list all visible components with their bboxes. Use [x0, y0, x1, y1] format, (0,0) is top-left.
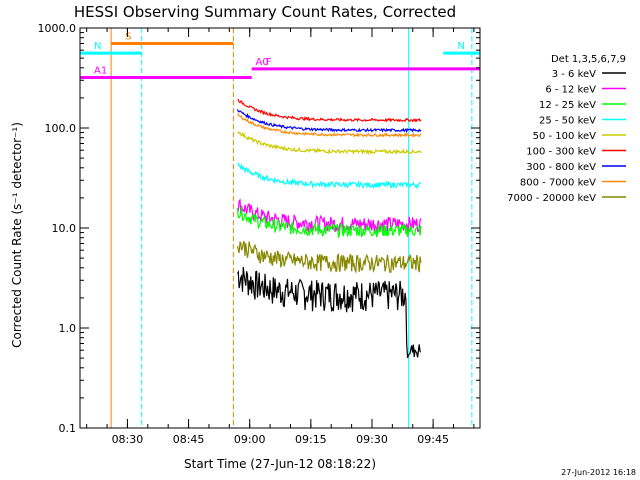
legend-label-2: 12 - 25 keV: [539, 100, 596, 111]
flag-bars: S N N FA0 A1: [80, 31, 480, 79]
series-line-4: [237, 130, 422, 156]
flag-label-2: N: [457, 41, 464, 52]
series-line-7: [237, 113, 422, 138]
y-axis-label: Corrected Count Rate (s⁻¹ detector⁻¹): [10, 122, 24, 348]
legend-label-3: 25 - 50 keV: [539, 116, 596, 127]
legend: 3 - 6 keV 6 - 12 keV 12 - 25 keV 25 - 50 ke…: [507, 69, 626, 204]
x-tick-label-1: 08:45: [173, 433, 205, 446]
flag-label-0: S: [125, 31, 131, 42]
x-tick-label-0: 08:30: [112, 433, 144, 446]
legend-title: Det 1,3,5,6,7,9: [551, 54, 626, 65]
series-lines: [236, 98, 422, 359]
flag-label-1: N: [94, 41, 101, 52]
flag-label-5: A1: [94, 65, 107, 76]
axes: 0.1 1.0 10.0 100.0 1000.0 08:30 08:45 09:00 09:1…: [38, 22, 480, 446]
series-line-1: [237, 198, 422, 234]
y-tick-label-3: 100.0: [45, 122, 77, 135]
legend-label-7: 800 - 7000 keV: [520, 178, 596, 189]
flag-label-4: A0: [256, 57, 269, 68]
legend-label-8: 7000 - 20000 keV: [507, 193, 596, 204]
y-tick-label-2: 10.0: [52, 222, 77, 235]
legend-label-5: 100 - 300 keV: [526, 147, 596, 158]
series-line-6: [236, 109, 422, 134]
series-line-0: [236, 266, 422, 359]
x-tick-label-4: 09:30: [356, 433, 388, 446]
legend-label-1: 6 - 12 keV: [545, 85, 596, 96]
y-tick-label-0: 0.1: [59, 422, 77, 435]
x-tick-label-3: 09:15: [295, 433, 327, 446]
x-tick-label-5: 09:45: [417, 433, 449, 446]
y-tick-label-1: 1.0: [59, 322, 77, 335]
legend-label-0: 3 - 6 keV: [552, 69, 596, 80]
legend-label-4: 50 - 100 keV: [533, 131, 597, 142]
footer-timestamp: 27-Jun-2012 16:18: [561, 468, 636, 477]
y-tick-label-4: 1000.0: [38, 22, 77, 35]
series-line-8: [236, 240, 422, 274]
x-tick-label-2: 09:00: [234, 433, 266, 446]
series-line-2: [236, 206, 422, 239]
flag-label-3: F: [266, 57, 272, 68]
chart-title: HESSI Observing Summary Count Rates, Cor…: [74, 3, 456, 21]
legend-label-6: 300 - 800 keV: [526, 162, 596, 173]
x-axis-label: Start Time (27-Jun-12 08:18:22): [184, 457, 376, 471]
series-line-5: [237, 98, 422, 123]
series-line-3: [237, 162, 422, 190]
